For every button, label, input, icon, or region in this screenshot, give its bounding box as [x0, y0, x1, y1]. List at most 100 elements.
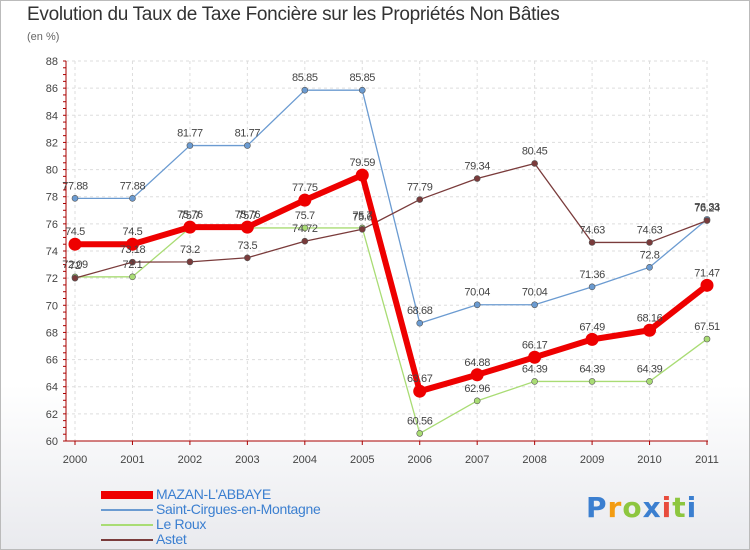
y-tick-label: 68: [46, 327, 58, 339]
x-tick-label: 2006: [407, 454, 431, 466]
series-line: [74, 227, 708, 435]
data-label: 80.45: [522, 145, 548, 157]
chart-title: Evolution du Taux de Taxe Foncière sur l…: [27, 4, 560, 25]
data-label: 67.49: [579, 321, 605, 333]
unit-label: (en %): [27, 31, 60, 43]
data-point: [240, 220, 254, 234]
data-label: 73.2: [180, 244, 200, 256]
data-label: 74.72: [292, 223, 318, 235]
x-tick-label: 2004: [293, 454, 317, 466]
data-point: [358, 86, 366, 94]
data-point: [358, 225, 366, 233]
data-point: [186, 142, 194, 149]
data-label: 64.39: [522, 363, 548, 375]
x-tick-label: 2005: [350, 454, 374, 466]
data-point: [531, 160, 538, 167]
data-point: [183, 220, 197, 234]
data-label: 74.5: [65, 226, 85, 238]
proxiti-logo: Proxiti: [586, 491, 698, 524]
data-point: [71, 274, 79, 282]
data-point: [68, 237, 82, 251]
x-tick-label: 2010: [637, 454, 661, 466]
data-label: 74.5: [123, 226, 143, 238]
legend-label: MAZAN-L'ABBAYE: [156, 486, 271, 502]
data-label: 74.63: [637, 224, 663, 236]
legend-swatch: [101, 491, 153, 499]
data-point: [473, 175, 481, 182]
data-label: 75.7: [352, 210, 372, 222]
data-point: [588, 239, 596, 246]
data-point: [588, 283, 596, 291]
data-label: 74.63: [579, 224, 605, 236]
legend-label: Astet: [156, 531, 187, 547]
data-label: 77.88: [120, 180, 146, 192]
data-label: 71.36: [579, 269, 605, 281]
data-point: [643, 323, 657, 337]
data-point: [129, 258, 136, 266]
data-point: [301, 237, 309, 245]
data-point: [416, 430, 424, 437]
y-tick-label: 60: [46, 436, 58, 448]
data-label: 75.76: [177, 209, 203, 221]
data-label: 70.04: [522, 287, 548, 299]
data-label: 72: [69, 260, 81, 272]
data-point: [531, 378, 538, 385]
legend-label: Le Roux: [156, 516, 207, 532]
data-point: [186, 258, 194, 266]
data-label: 63.67: [407, 373, 433, 385]
data-label: 77.79: [407, 182, 433, 194]
series-line: [72, 172, 710, 395]
x-tick-label: 2001: [120, 454, 144, 466]
y-tick-label: 70: [46, 300, 58, 312]
data-label: 67.51: [694, 321, 720, 333]
data-point: [585, 332, 599, 346]
legend-swatch: [101, 539, 153, 541]
data-label: 73.18: [120, 244, 146, 256]
y-tick-label: 76: [46, 219, 58, 231]
data-point: [244, 142, 251, 149]
y-tick-label: 78: [46, 192, 58, 204]
data-point: [703, 335, 711, 343]
data-point: [646, 263, 653, 271]
data-label: 81.77: [177, 128, 203, 140]
data-point: [646, 239, 653, 246]
data-label: 75.7: [180, 210, 200, 222]
y-tick-label: 74: [46, 246, 58, 258]
data-point: [298, 193, 312, 207]
data-point: [646, 378, 653, 385]
data-point: [588, 378, 596, 385]
data-label: 64.88: [464, 357, 490, 369]
data-point: [700, 278, 714, 292]
y-tick-label: 88: [46, 56, 58, 68]
data-label: 68.16: [637, 312, 663, 324]
x-tick-label: 2008: [522, 454, 546, 466]
data-point: [71, 195, 79, 202]
x-tick-label: 2007: [465, 454, 489, 466]
data-label: 85.85: [350, 72, 376, 84]
y-tick-label: 80: [46, 165, 58, 177]
x-tick-label: 2009: [580, 454, 604, 466]
data-point: [473, 301, 481, 309]
data-point: [531, 301, 538, 309]
data-point: [416, 319, 424, 327]
data-point: [528, 350, 542, 364]
legend-swatch: [101, 524, 153, 526]
data-point: [473, 397, 481, 405]
y-tick-label: 62: [46, 409, 58, 421]
x-tick-label: 2011: [695, 454, 719, 466]
data-label: 71.47: [694, 267, 720, 279]
y-tick-label: 64: [46, 382, 58, 394]
data-label: 75.7: [237, 210, 257, 222]
data-label: 60.56: [407, 415, 433, 427]
data-label: 75.7: [295, 210, 315, 222]
data-label: 77.88: [62, 180, 88, 192]
data-label: 72.8: [640, 249, 660, 261]
data-label: 62.96: [464, 383, 490, 395]
data-label: 64.39: [637, 363, 663, 375]
data-label: 79.59: [350, 157, 376, 169]
data-point: [301, 224, 309, 232]
data-label: 73.5: [237, 240, 257, 252]
data-point: [703, 217, 711, 224]
data-label: 66.17: [522, 339, 548, 351]
